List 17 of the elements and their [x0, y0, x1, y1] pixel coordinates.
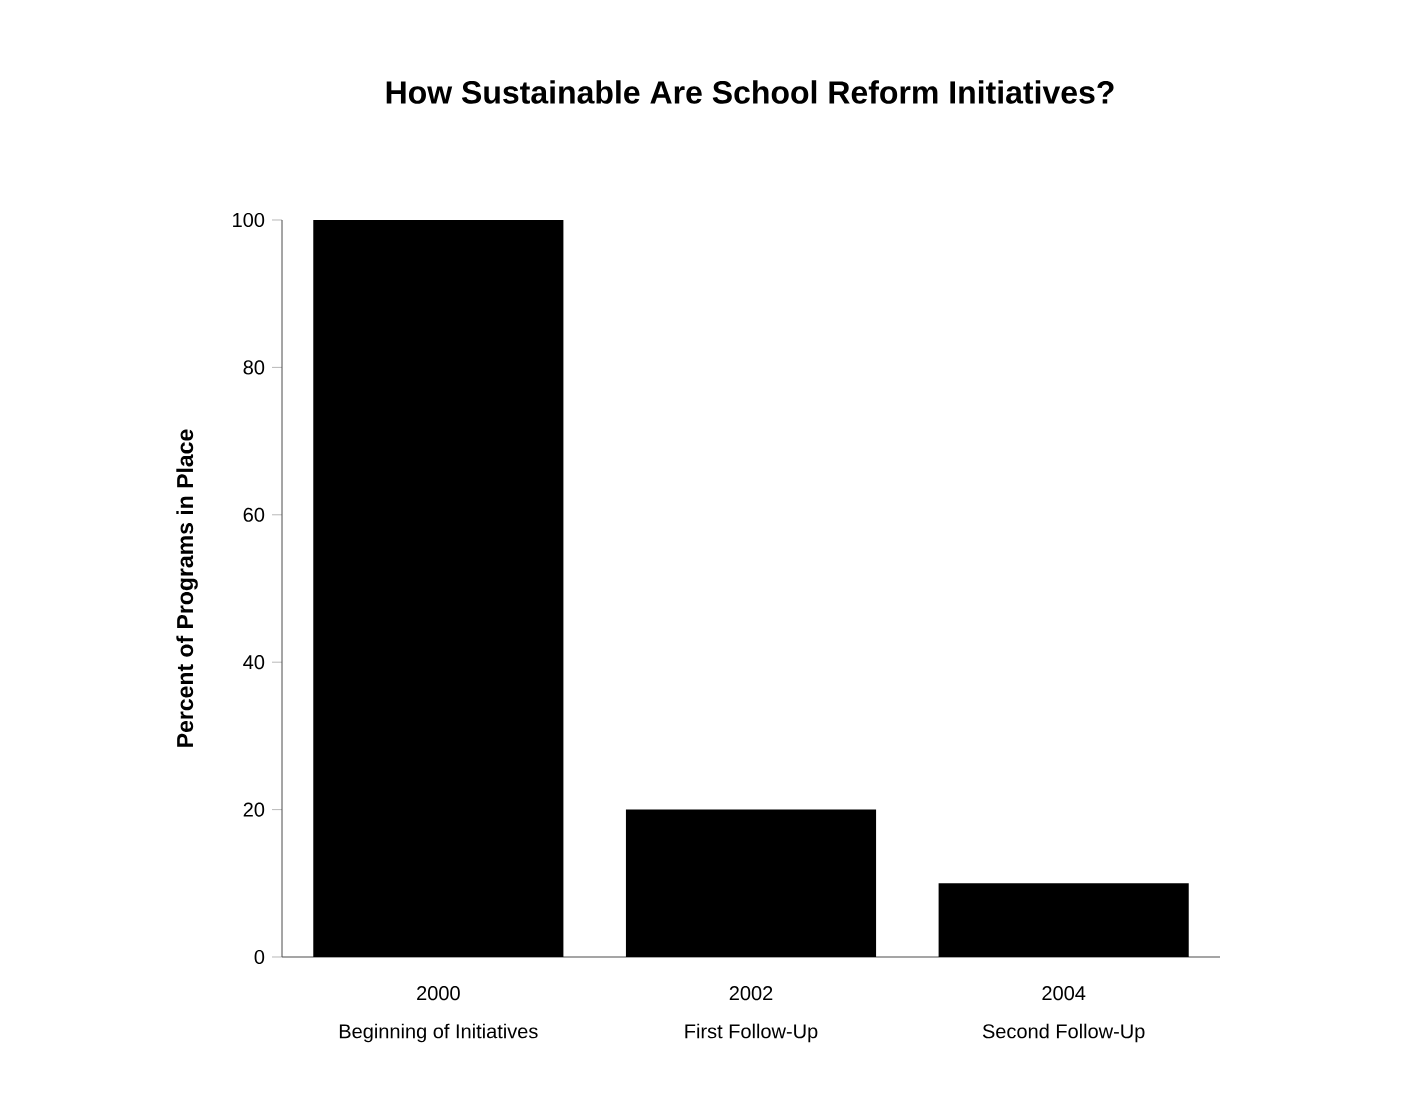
y-tick-label: 100: [233, 212, 265, 228]
y-tick-label: 20: [243, 802, 265, 817]
x-tick-label: 2002: [729, 986, 773, 1001]
y-tick-label: 60: [243, 507, 265, 522]
x-tick-label: 2004: [1042, 986, 1086, 1001]
text: Second Follow-Up: [982, 1023, 1145, 1043]
bar: [625, 809, 877, 957]
y-tick-label: 0: [254, 949, 265, 965]
text: Beginning of Initiatives: [339, 1023, 538, 1043]
text: First Follow-Up: [685, 1023, 818, 1043]
y-tick-label: 80: [243, 360, 265, 375]
bar: [313, 220, 564, 957]
y-axis-title: Percent of Programs in Place: [176, 429, 198, 747]
x-tick-label: 2000: [417, 986, 460, 1001]
y-tick-label: 40: [243, 655, 265, 670]
chart-title: How Sustainable Are School Reform Initiatives?: [386, 80, 1114, 104]
bar: [938, 883, 1189, 957]
